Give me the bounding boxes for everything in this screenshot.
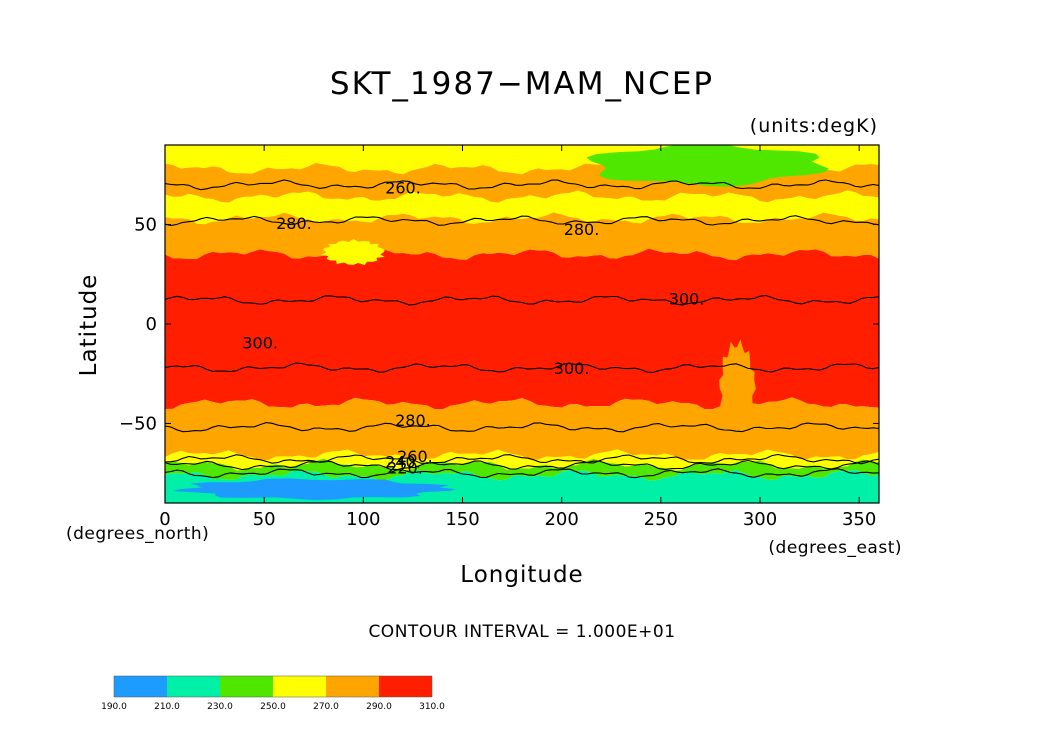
axes: 0 50 100 150 200 250 300 350 50 0 −50 [119, 145, 879, 530]
temperature-zone [165, 458, 879, 481]
contour-label: 280. [564, 220, 600, 239]
contour-labels: 260.280. 280.300.300.300.280.260.240.220. [242, 178, 704, 477]
x-tick-label: 250 [644, 509, 678, 530]
colorbar-label: 210.0 [154, 702, 180, 712]
temperature-zone [165, 397, 879, 461]
temperature-patch [719, 339, 756, 439]
contour-line [165, 459, 879, 471]
y-tick-label: 0 [146, 314, 157, 335]
x-tick-label: 300 [743, 509, 777, 530]
contour-line [165, 468, 879, 479]
temperature-zone [165, 190, 879, 225]
contour-lines [165, 179, 879, 479]
contour-label: 280. [276, 214, 312, 233]
contour-label: 300. [242, 333, 278, 352]
contour-label: 260. [385, 178, 421, 197]
colorbar-label: 250.0 [260, 702, 286, 712]
contour-label: 280. [395, 411, 431, 430]
contour-label: 300. [554, 359, 590, 378]
contour-line [165, 215, 879, 227]
x-tick-label: 0 [159, 509, 170, 530]
colorbar-segment [114, 676, 167, 697]
colorbar-frame [113, 675, 433, 698]
chart-title: SKT_1987−MAM_NCEP [329, 66, 715, 102]
y-units-label: (degrees_north) [66, 524, 210, 544]
contour-label: 260. [397, 447, 433, 466]
x-tick-label: 50 [253, 509, 276, 530]
x-tick-label: 350 [842, 509, 876, 530]
colorbar-label: 290.0 [366, 702, 392, 712]
contour-line [165, 453, 879, 465]
temperature-patch [586, 145, 830, 187]
contour-interval-text: CONTOUR INTERVAL = 1.000E+01 [368, 622, 676, 642]
temperature-patch [320, 239, 385, 265]
y-tick-label: 50 [134, 215, 157, 236]
colorbar-segment [326, 676, 379, 697]
colorbar-label: 230.0 [207, 702, 233, 712]
contour-label: 300. [669, 290, 705, 309]
colorbar-segment [273, 676, 326, 697]
contour-line [165, 362, 879, 374]
x-axis-label: Longitude [460, 562, 584, 588]
plot-area [165, 145, 879, 503]
contour-line [165, 294, 879, 306]
colorbar-label: 190.0 [101, 702, 127, 712]
contour-line [165, 179, 879, 191]
colorbar-label: 270.0 [313, 702, 339, 712]
colorbar-segment [167, 676, 220, 697]
contour-label: 220. [387, 459, 423, 478]
x-tick-label: 200 [544, 509, 578, 530]
colorbar-segment [379, 676, 432, 697]
x-tick-label: 150 [445, 509, 479, 530]
contour-line [165, 422, 879, 433]
y-tick-label: −50 [119, 413, 157, 434]
temperature-zone [165, 248, 879, 410]
contour-label: 240. [385, 453, 421, 472]
x-units-label: (degrees_east) [768, 538, 902, 558]
units-label: (units:degK) [749, 115, 878, 137]
colorbar-segment [220, 676, 273, 697]
temperature-patch [171, 478, 456, 501]
x-tick-label: 100 [346, 509, 380, 530]
colorbar-label: 310.0 [419, 702, 445, 712]
colorbar: 190.0 210.0 230.0 250.0 270.0 290.0 310.0 [101, 675, 445, 712]
temperature-zone [165, 449, 879, 471]
